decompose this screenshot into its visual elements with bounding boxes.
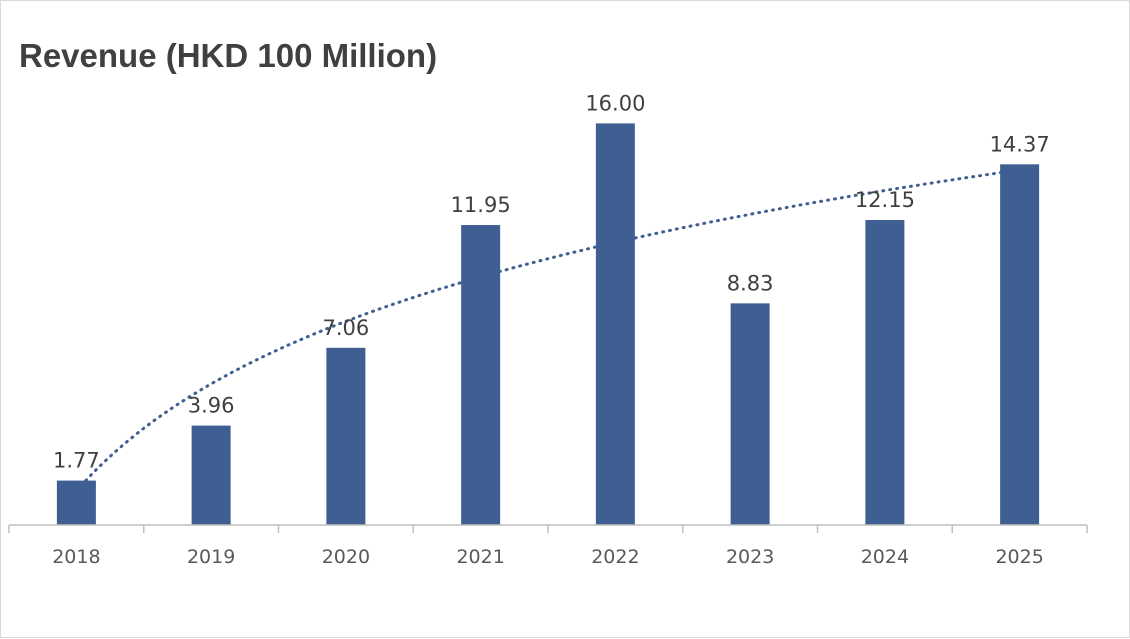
x-tick-label-2019: 2019: [187, 546, 235, 568]
bar-2023: [730, 303, 770, 525]
bar-2025: [1000, 164, 1040, 526]
data-label-2023: 8.83: [727, 271, 774, 295]
data-label-2020: 7.06: [322, 316, 369, 340]
x-tick-label-2023: 2023: [726, 546, 774, 568]
x-tick-label-2024: 2024: [861, 546, 909, 568]
bar-2018: [56, 480, 96, 525]
bar-2020: [326, 347, 366, 525]
x-tick-label-2025: 2025: [995, 546, 1043, 568]
x-tick-label-2021: 2021: [456, 546, 504, 568]
data-label-2019: 3.96: [188, 394, 235, 418]
chart-title: Revenue (HKD 100 Million): [19, 37, 438, 74]
trendline: [74, 168, 1022, 493]
bar-2019: [191, 425, 231, 525]
data-label-2025: 14.37: [990, 132, 1050, 156]
data-label-2021: 11.95: [451, 193, 511, 217]
data-label-2024: 12.15: [855, 188, 915, 212]
data-label-2022: 16.00: [585, 91, 645, 115]
x-tick-label-2020: 2020: [322, 546, 370, 568]
x-tick-label-2018: 2018: [52, 546, 100, 568]
bar-2022: [595, 123, 635, 526]
data-label-2018: 1.77: [53, 449, 100, 473]
bar-2021: [461, 225, 501, 525]
bar-2024: [865, 220, 905, 525]
x-tick-label-2022: 2022: [591, 546, 639, 568]
